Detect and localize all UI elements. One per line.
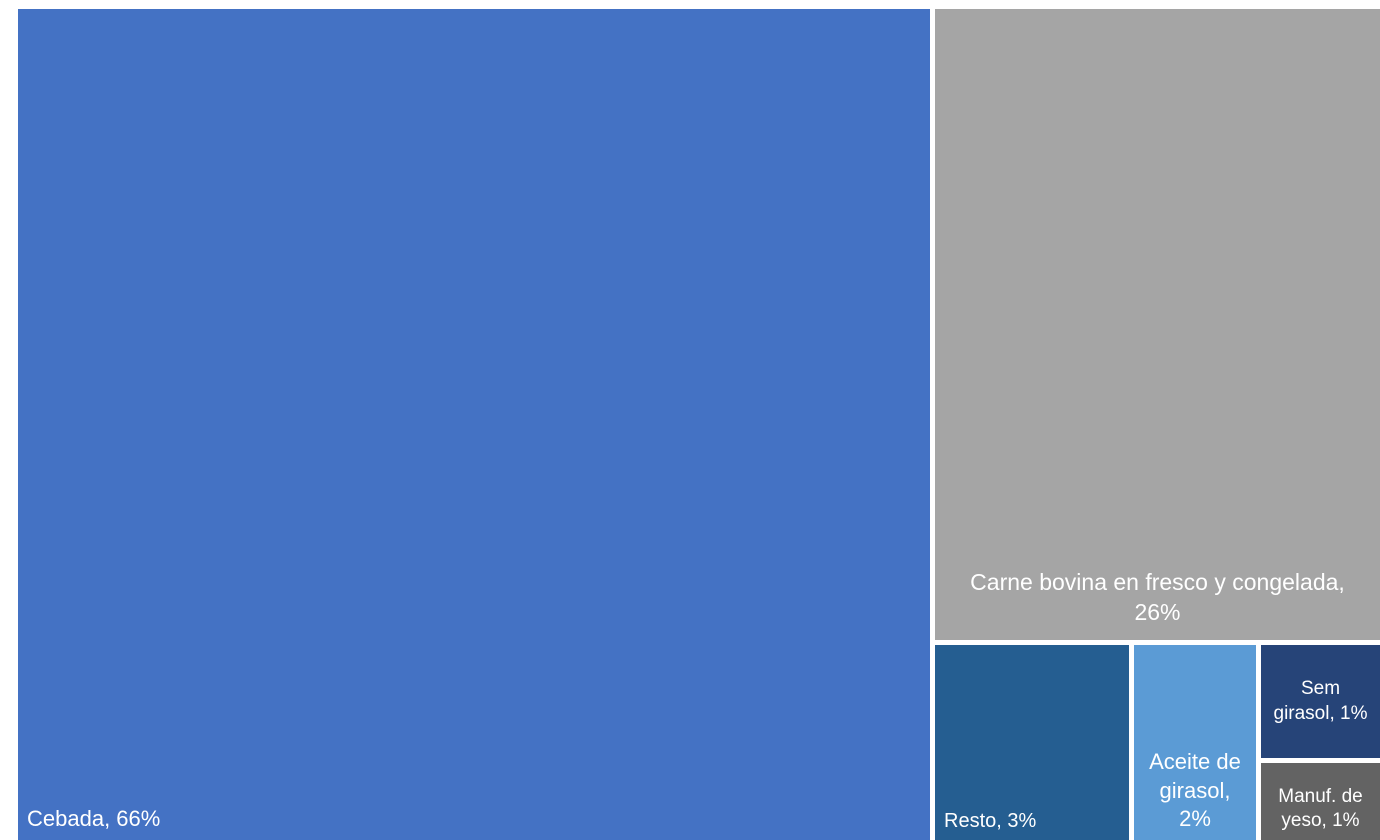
- tile-resto: Resto, 3%: [935, 645, 1129, 840]
- tile-label-carne-bovina: Carne bovina en fresco y congelada, 26%: [970, 569, 1345, 626]
- tile-aceite-de-girasol: Aceite de girasol, 2%: [1134, 645, 1256, 840]
- tile-cebada: Cebada, 66%: [18, 9, 930, 840]
- tile-manuf-de-yeso: Manuf. de yeso, 1%: [1261, 763, 1380, 840]
- tile-carne-bovina: Carne bovina en fresco y congelada, 26%: [935, 9, 1380, 640]
- tile-label-manuf-de-yeso: Manuf. de yeso, 1%: [1278, 785, 1363, 832]
- tile-label-aceite-de-girasol: Aceite de girasol, 2%: [1149, 749, 1241, 832]
- tile-label-cebada: Cebada, 66%: [27, 806, 161, 832]
- tile-label-resto: Resto, 3%: [944, 810, 1037, 832]
- tile-label-sem-girasol: Sem girasol, 1%: [1273, 677, 1368, 724]
- tile-sem-girasol: Sem girasol, 1%: [1261, 645, 1380, 758]
